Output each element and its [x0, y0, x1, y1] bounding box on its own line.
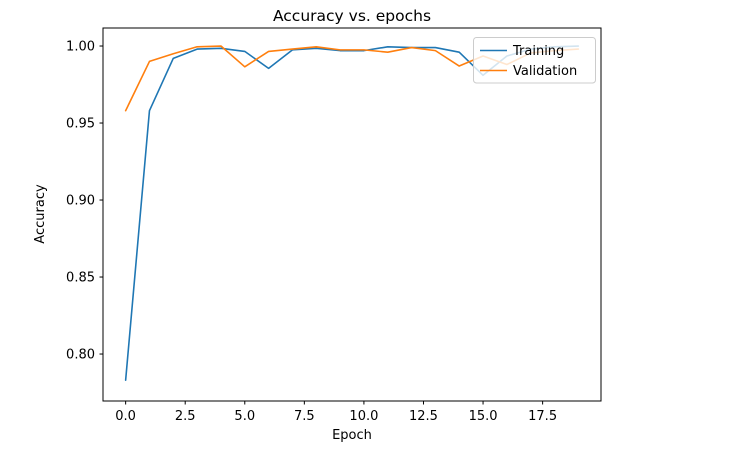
series-lines	[124, 45, 580, 382]
legend: Training Validation	[473, 37, 596, 84]
x-tick-label: 2.5	[175, 409, 196, 424]
y-tick-label: 1.00	[66, 40, 95, 55]
chart-title: Accuracy vs. epochs	[273, 7, 431, 25]
training-line	[124, 45, 580, 382]
legend-validation-label: Validation	[513, 64, 577, 79]
y-tick-label: 0.95	[66, 117, 95, 132]
plot-frame	[102, 27, 602, 402]
x-tick-label: 12.5	[409, 409, 438, 424]
x-tick-label: 15.0	[469, 409, 498, 424]
x-tick-label: 5.0	[234, 409, 255, 424]
y-tick-label: 0.85	[66, 271, 95, 286]
x-tick-label: 0.0	[115, 409, 136, 424]
x-axis-ticks: 0.0 2.5 5.0 7.5 10.0 12.5 15.0 17.5	[115, 401, 557, 424]
y-tick-label: 0.90	[66, 194, 95, 209]
x-axis-label: Epoch	[332, 428, 372, 443]
x-tick-label: 17.5	[528, 409, 557, 424]
y-axis-label: Accuracy	[33, 184, 48, 244]
legend-box	[473, 37, 596, 84]
y-tick-label: 0.80	[66, 348, 95, 363]
legend-training-label: Training	[512, 44, 564, 59]
x-tick-label: 7.5	[294, 409, 315, 424]
y-axis-ticks: 0.80 0.85 0.90 0.95 1.00	[66, 40, 103, 363]
x-tick-label: 10.0	[349, 409, 378, 424]
